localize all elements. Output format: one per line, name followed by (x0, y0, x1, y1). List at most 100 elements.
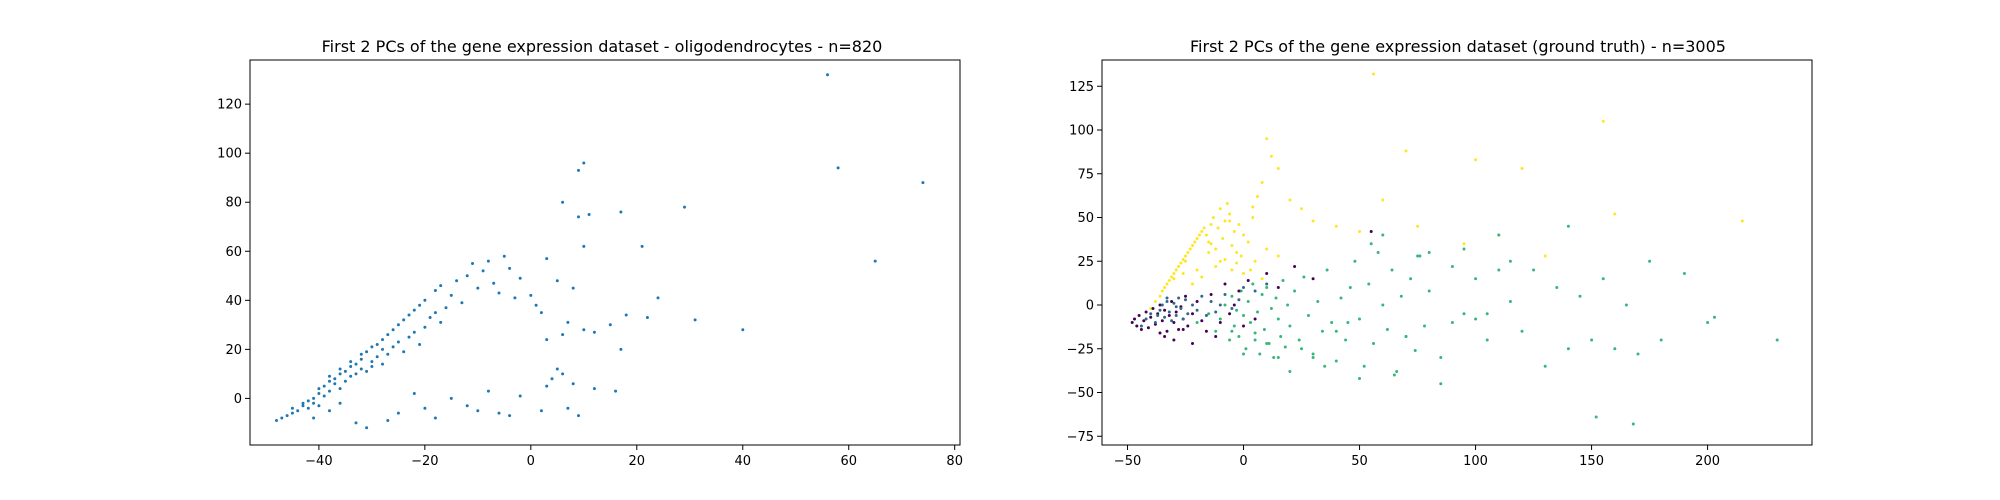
right-point-s1-84 (1713, 315, 1716, 319)
right-point-s2-17 (1170, 300, 1174, 303)
right-point-s2-7 (1146, 326, 1150, 330)
right-point-s0-42 (1260, 181, 1264, 184)
left-point-s0-44 (381, 338, 384, 342)
left-point-s0-101 (656, 296, 660, 300)
left-point-s0-124 (508, 414, 512, 418)
left-x-ticks: −40 −20 0 20 40 60 80 (305, 445, 963, 469)
right-point-s1-2 (1214, 329, 1218, 333)
left-point-s0-53 (407, 335, 411, 339)
right-point-s1-97 (1416, 254, 1420, 258)
left-point-s0-84 (545, 257, 549, 261)
right-point-s2-46 (1172, 338, 1176, 342)
left-point-s0-27 (349, 365, 353, 368)
right-point-s3-2 (1149, 312, 1153, 316)
right-point-s1-53 (1390, 268, 1394, 272)
right-point-s0-58 (1172, 277, 1176, 281)
left-point-s0-85 (555, 279, 559, 283)
right-point-s3-25 (1230, 307, 1234, 310)
left-point-s0-45 (386, 352, 390, 356)
left-point-s0-138 (545, 338, 549, 342)
left-axes-frame (249, 59, 961, 446)
right-point-s0-3 (1160, 289, 1164, 293)
right-point-s1-3 (1218, 317, 1222, 321)
right-point-s0-43 (1265, 137, 1269, 141)
right-point-s2-5 (1142, 319, 1146, 323)
right-point-s1-109 (1404, 335, 1408, 338)
left-y-tick-label-4: 80 (225, 196, 242, 211)
right-point-s0-11 (1179, 261, 1183, 265)
left-point-s0-109 (338, 401, 342, 405)
right-point-s1-47 (1362, 364, 1366, 368)
right-point-s2-41 (1293, 265, 1297, 268)
right-point-s2-19 (1174, 310, 1178, 314)
right-point-s0-32 (1228, 212, 1232, 216)
right-point-s2-25 (1191, 312, 1194, 316)
left-point-s0-2 (285, 414, 289, 418)
left-point-s0-31 (354, 362, 358, 366)
right-point-s3-4 (1158, 308, 1162, 312)
right-y-tick-label-5: 50 (1077, 211, 1094, 226)
right-point-s0-6 (1167, 279, 1171, 282)
right-point-s1-0 (1195, 321, 1199, 324)
right-point-s0-63 (1230, 268, 1234, 272)
right-point-s1-77 (1613, 347, 1617, 351)
right-point-s1-11 (1242, 314, 1245, 317)
right-point-s1-12 (1244, 347, 1248, 351)
right-point-s1-33 (1297, 338, 1301, 342)
right-point-s2-14 (1163, 308, 1167, 312)
left-point-s0-127 (550, 377, 554, 381)
right-x-tick-label-1: 0 (1239, 454, 1247, 469)
right-point-s2-9 (1151, 307, 1155, 310)
left-point-s0-49 (396, 340, 400, 344)
right-point-s3-23 (1218, 303, 1222, 307)
right-point-s0-13 (1184, 254, 1187, 258)
right-point-s1-55 (1399, 294, 1403, 298)
right-point-s1-19 (1260, 293, 1264, 296)
right-point-s3-12 (1177, 296, 1181, 300)
right-point-s2-29 (1209, 293, 1213, 296)
left-point-s0-88 (571, 286, 575, 290)
left-point-s0-75 (492, 281, 496, 285)
right-point-s0-66 (1265, 247, 1269, 251)
left-point-s0-0 (275, 419, 278, 422)
left-point-s0-108 (921, 181, 925, 185)
left-point-s0-57 (418, 343, 422, 346)
right-point-s0-23 (1207, 240, 1211, 244)
right-point-s2-47 (1181, 328, 1185, 331)
left-point-s0-34 (359, 352, 363, 356)
right-point-s0-15 (1188, 247, 1192, 251)
right-point-s2-3 (1137, 314, 1141, 317)
right-scatter-panel: First 2 PCs of the gene expression datas… (1067, 37, 1813, 469)
left-point-s0-122 (486, 389, 490, 393)
right-point-s2-48 (1191, 342, 1194, 345)
left-point-s0-55 (412, 330, 416, 334)
left-point-s0-61 (428, 316, 432, 319)
right-point-s0-38 (1242, 233, 1245, 237)
left-point-s0-25 (343, 379, 347, 383)
left-point-s0-117 (423, 406, 427, 410)
right-point-s0-5 (1165, 282, 1169, 286)
right-point-s0-12 (1181, 258, 1185, 261)
left-point-s0-132 (555, 367, 559, 371)
left-x-tick-label-3: 20 (629, 454, 646, 469)
right-point-s2-44 (1158, 331, 1162, 335)
left-point-s0-12 (317, 392, 321, 395)
right-point-s0-83 (1251, 205, 1255, 209)
right-point-s2-38 (1253, 317, 1257, 321)
right-point-s0-61 (1207, 251, 1211, 254)
right-point-s2-23 (1184, 294, 1187, 298)
left-point-s0-30 (354, 372, 358, 376)
left-point-s0-111 (312, 416, 316, 420)
left-point-s0-115 (396, 411, 400, 415)
right-point-s1-60 (1423, 324, 1426, 328)
right-point-s0-75 (1372, 72, 1375, 76)
right-point-s1-100 (1485, 312, 1489, 316)
right-point-s3-15 (1184, 298, 1187, 302)
right-point-s1-21 (1265, 286, 1269, 289)
left-point-s0-22 (338, 372, 342, 376)
right-point-s1-62 (1439, 356, 1443, 359)
right-point-s0-19 (1198, 233, 1201, 237)
right-point-s0-24 (1209, 223, 1213, 226)
right-point-s3-16 (1186, 312, 1190, 316)
left-point-s0-58 (418, 303, 422, 307)
